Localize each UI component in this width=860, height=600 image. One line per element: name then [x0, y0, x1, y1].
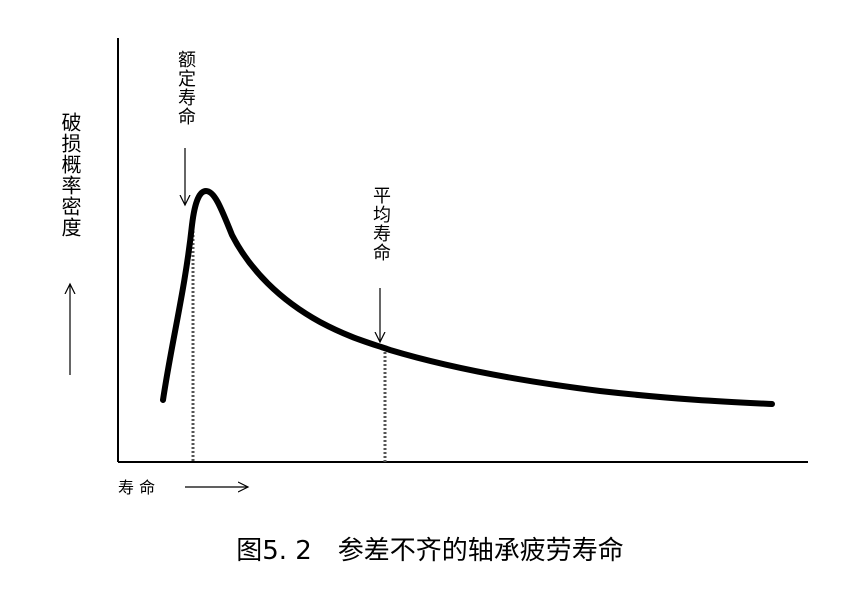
- x-axis-label: 寿 命: [118, 478, 156, 497]
- y-axis-label: 破损概率密度: [58, 112, 82, 238]
- caption: 图5. 2 参差不齐的轴承疲劳寿命: [236, 536, 624, 566]
- annotation: 平均寿命: [370, 186, 391, 262]
- annotation: 额定寿命: [175, 50, 196, 126]
- life-curve: [160, 188, 775, 407]
